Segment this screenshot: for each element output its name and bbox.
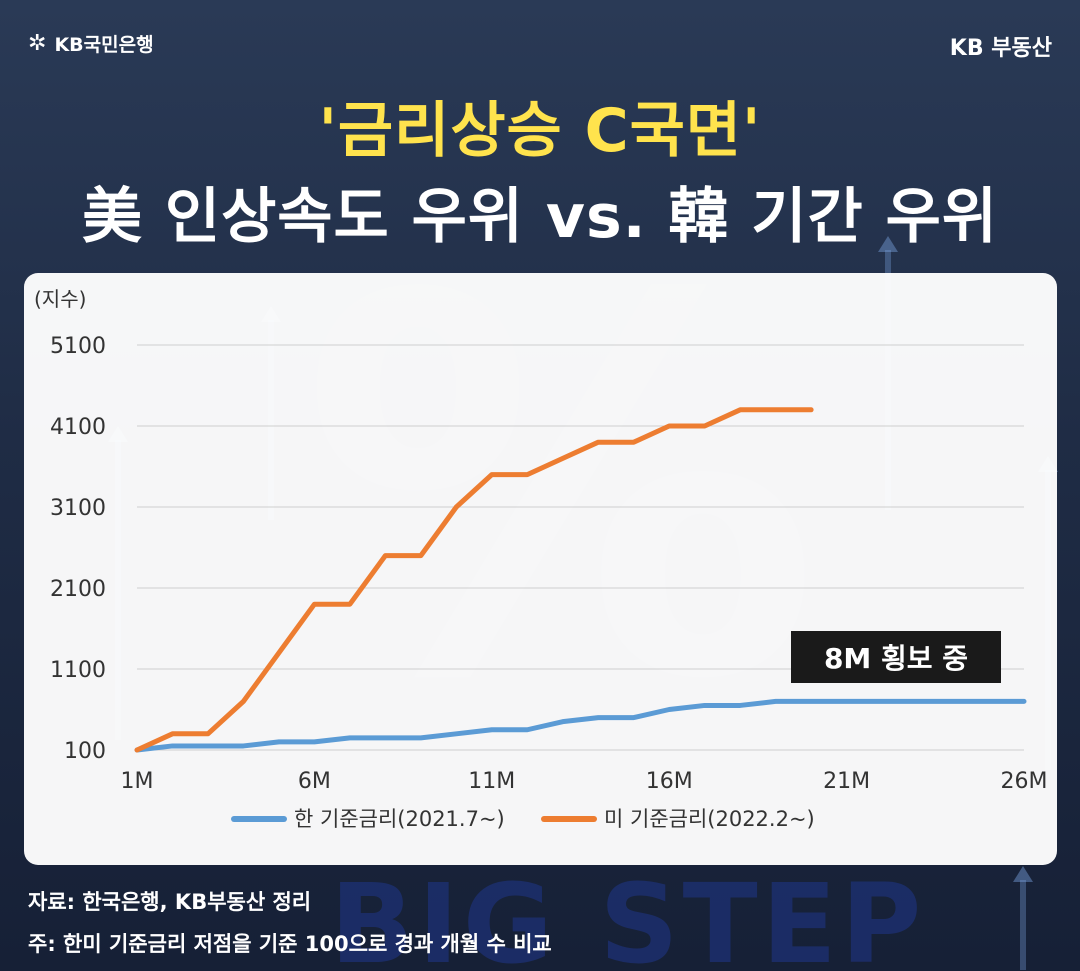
y-axis-label: (지수) [34,287,86,311]
series-line-us [134,407,814,753]
kb-star-icon: ✲ [28,30,47,56]
x-tick-label: 16M [646,769,693,794]
y-tick-label: 3100 [50,496,106,521]
y-tick-label: 4100 [50,415,106,440]
y-tick-label: 100 [64,739,106,764]
x-tick-label: 21M [823,769,870,794]
x-tick-label: 11M [468,769,515,794]
legend-label: 미 기준금리(2022.2~) [604,807,815,831]
title-line1: '금리상승 C국면' [318,96,762,166]
title-line2: 美 인상속도 우위 vs. 韓 기간 우위 [82,182,998,252]
x-tick-label: 26M [1001,769,1048,794]
up-arrow-icon [1013,866,1033,970]
source-note: 자료: 한국은행, KB부동산 정리 [28,890,312,914]
line-chart: (지수) 100 1100 2100 3100 4100 5100 1M 6M 11M 16M 21M… [34,287,1048,831]
legend-label: 한 기준금리(2021.7~) [294,807,505,831]
kb-kookmin-logo: ✲ KB국민은행 [28,30,154,57]
x-tick-label: 6M [298,769,331,794]
x-tick-label: 1M [121,769,154,794]
kb-real-estate-logo: KB 부동산 [949,36,1052,61]
footnote: 주: 한미 기준금리 저점을 기준 100으로 경과 개월 수 비교 [28,932,552,956]
y-tick-label: 5100 [50,334,106,359]
annotation-badge [791,631,1001,683]
chart-panel: (지수) 100 1100 2100 3100 4100 5100 1M 6M 11M 16M 21M… [24,273,1057,865]
big-step-background-text: BIG STEP [330,860,926,971]
annotation-text: 8M 횡보 중 [824,642,968,675]
y-tick-label: 2100 [50,577,106,602]
y-tick-label: 1100 [50,658,106,683]
logo-left-text: KB국민은행 [54,34,154,56]
series-line-korea [134,698,1027,753]
